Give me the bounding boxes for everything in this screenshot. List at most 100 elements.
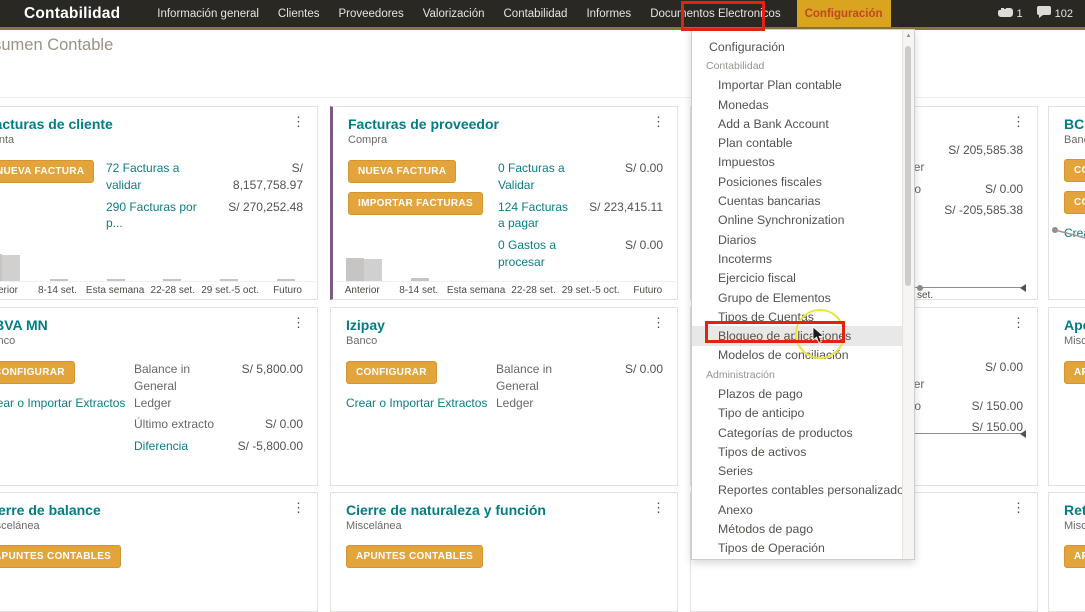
kebab-menu-icon[interactable]: ⋮ — [652, 315, 665, 330]
dropdown-item[interactable]: Ejercicio fiscal — [718, 271, 796, 286]
dropdown-item[interactable]: Series — [718, 464, 753, 479]
configurar-button[interactable]: CONFIGURAR — [0, 361, 75, 384]
conectar-button[interactable]: CONECTAR — [1064, 159, 1085, 182]
chart-bar — [50, 279, 68, 281]
card-subtitle: Miscelánea — [346, 520, 402, 532]
dropdown-item[interactable]: Posiciones fiscales — [718, 174, 822, 189]
dropdown-item[interactable]: Add a Bank Account — [718, 116, 829, 131]
apuntes-contables-button[interactable]: APUNTES CONTABLES — [1064, 361, 1085, 384]
kebab-menu-icon[interactable]: ⋮ — [1012, 500, 1025, 515]
nav-item[interactable]: Valorización — [422, 7, 485, 20]
card-subtitle: Miscelánea — [1064, 335, 1085, 347]
configurar-button[interactable]: CONFIGURAR — [346, 361, 437, 384]
crear-importar-link[interactable]: Crear o Importar Extractos — [346, 396, 488, 410]
kebab-menu-icon[interactable]: ⋮ — [292, 315, 305, 330]
dropdown-item: Contabilidad — [706, 59, 765, 72]
kebab-menu-icon[interactable]: ⋮ — [1012, 114, 1025, 129]
gamepad-icon — [997, 6, 1013, 21]
dropdown-item[interactable]: Categorías de productos — [718, 425, 853, 440]
card-facturas-cliente: ⋮ Facturas de cliente Venta NUEVA FACTUR… — [0, 106, 318, 300]
kebab-menu-icon[interactable]: ⋮ — [292, 114, 305, 129]
systray-messages[interactable]: 102 — [1036, 6, 1073, 21]
card-title: BBVA MN — [0, 317, 48, 333]
dropdown-item[interactable]: Cuentas bancarias — [718, 194, 821, 209]
chart-bar-group — [336, 258, 392, 281]
dropdown-item[interactable]: Métodos de pago — [718, 522, 814, 537]
scrollbar-thumb[interactable] — [905, 46, 911, 286]
kebab-menu-icon[interactable]: ⋮ — [652, 114, 665, 129]
chart-x-label: Futuro — [273, 285, 302, 296]
dropdown-item[interactable]: Online Synchronization — [718, 213, 845, 228]
nav-item[interactable]: Clientes — [277, 7, 320, 20]
kebab-menu-icon[interactable]: ⋮ — [1012, 315, 1025, 330]
dropdown-item[interactable]: Plan contable — [718, 136, 793, 151]
chart-bar — [106, 279, 125, 281]
dropdown-item[interactable]: Incoterms — [718, 251, 772, 266]
card-subtitle: Miscelánea — [1064, 520, 1085, 532]
stat-row[interactable]: Diferencia S/ -5,800.00 — [134, 439, 303, 454]
importar-facturas-button[interactable]: IMPORTAR FACTURAS — [348, 192, 483, 215]
nav-item[interactable]: Información general — [157, 7, 259, 20]
chart-bar — [364, 259, 383, 281]
dropdown-item[interactable]: Grupo de Elementos — [718, 290, 831, 305]
dropdown-item[interactable]: Bloqueo de aplicaciones — [692, 326, 903, 346]
axis-tick-label: set. — [917, 290, 934, 300]
stat-row[interactable]: 0 Facturas a Validar S/ 0.00 — [498, 161, 663, 192]
apuntes-contables-button[interactable]: APUNTES CONTABLES — [0, 545, 122, 568]
nav-item[interactable]: Proveedores — [338, 7, 404, 20]
nav-item[interactable]: Informes — [586, 7, 632, 20]
chart-bar-group — [31, 279, 88, 281]
card-title: Retenciones — [1064, 502, 1085, 518]
dropdown-item[interactable]: Modelos de conciliación — [718, 348, 849, 363]
stat-row[interactable]: 72 Facturas a validar S/ 8,157,758.97 — [106, 161, 303, 192]
dropdown-item: Contabilidad analítica — [692, 558, 903, 559]
dropdown-item[interactable]: Importar Plan contable — [718, 78, 842, 93]
crear-importar-link[interactable]: Crear o Importar Extractos — [0, 396, 126, 410]
nueva-factura-button[interactable]: NUEVA FACTURA — [0, 160, 95, 183]
chart-bar — [163, 279, 182, 281]
dropdown-item[interactable]: Plazos de pago — [718, 386, 803, 401]
scrollbar-up-arrow[interactable]: ▲ — [905, 33, 912, 39]
card-apertura: Apertura Miscelánea APUNTES CONTABLES — [1048, 307, 1085, 486]
systray-game[interactable]: 1 — [997, 6, 1023, 21]
nav-item[interactable]: Contabilidad — [503, 7, 568, 20]
dropdown-item[interactable]: Monedas — [718, 97, 769, 112]
main-menu: Información general Clientes Proveedores Va… — [154, 0, 891, 27]
kebab-menu-icon[interactable]: ⋮ — [292, 500, 305, 515]
dropdown-item[interactable]: Impuestos — [718, 155, 775, 170]
dropdown-item[interactable]: Tipos de Operación — [718, 541, 825, 556]
nav-item[interactable]: Documentos Electronicos — [650, 7, 781, 20]
chart-x-label: Esta semana — [85, 285, 145, 296]
card-facturas-proveedor: ⋮ Facturas de proveedor Compra NUEVA FAC… — [330, 106, 678, 300]
bank-line-chart — [1052, 227, 1085, 239]
dropdown-item[interactable]: Reportes contables personalizados — [718, 483, 903, 498]
game-count: 1 — [1016, 7, 1023, 20]
chart-x-labels: Anterior 8-14 set. Esta semana 22-28 set. 29… — [0, 282, 316, 296]
nueva-factura-button[interactable]: NUEVA FACTURA — [348, 160, 457, 183]
stat-row[interactable]: 124 Facturas a pagar S/ 223,415.11 — [498, 199, 663, 231]
card-title: Cierre de balance — [0, 502, 101, 518]
stat-row[interactable]: 0 Gastos a procesar S/ 0.00 — [498, 238, 663, 269]
kebab-menu-icon[interactable]: ⋮ — [652, 500, 665, 515]
dropdown-item[interactable]: Anexo — [718, 502, 753, 517]
nav-item[interactable]: Configuración — [796, 0, 891, 27]
card-title: BCP — [1064, 116, 1085, 132]
chart-x-label: Esta semana — [446, 285, 506, 296]
dropdown-item[interactable]: Tipos de Cuentas — [718, 309, 814, 324]
dropdown-item[interactable]: Diarios — [718, 232, 757, 247]
dropdown-item[interactable]: Tipo de anticipo — [718, 406, 805, 421]
stat-row[interactable]: 290 Facturas por p... S/ 270,252.48 — [106, 199, 303, 231]
card-bcp: BCP Banco CONECTAR CONFIGURAR Crear o Im… — [1048, 106, 1085, 300]
dropdown-item[interactable]: Tipos de activos — [718, 444, 807, 459]
apuntes-contables-button[interactable]: APUNTES CONTABLES — [1064, 545, 1085, 568]
stat-row[interactable]: Balance in General Ledger S/ 5,800.00 — [134, 362, 303, 410]
dropdown-item[interactable]: Configuración — [709, 39, 785, 54]
apuntes-contables-button[interactable]: APUNTES CONTABLES — [346, 545, 484, 568]
card-title: Izipay — [346, 317, 385, 333]
configurar-button[interactable]: CONFIGURAR — [1064, 191, 1085, 214]
dropdown-scrollbar[interactable]: ▲ — [902, 30, 914, 559]
chart-x-label: 22-28 set. — [150, 285, 195, 296]
chart-x-label: Anterior — [0, 285, 18, 296]
